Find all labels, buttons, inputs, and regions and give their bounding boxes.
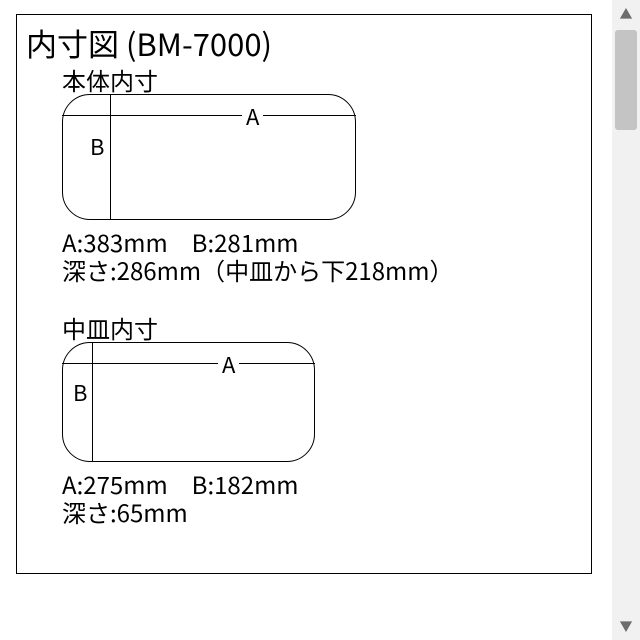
- body-b-marker: B: [88, 130, 106, 162]
- body-dimensions-depth: 深さ:286mm（中皿から下218mm）: [62, 252, 454, 287]
- vertical-scrollbar[interactable]: ▲ ▼: [612, 0, 640, 640]
- tray-outline-rect: [62, 342, 315, 462]
- body-a-marker: A: [242, 100, 263, 132]
- page-title: 内寸図 (BM-7000): [26, 20, 272, 65]
- tray-section-label: 中皿内寸: [62, 310, 158, 345]
- scroll-up-arrow-icon[interactable]: ▲: [612, 0, 640, 28]
- tray-b-dimension-line: [92, 342, 93, 462]
- body-b-dimension-line: [110, 94, 111, 220]
- scrollbar-thumb[interactable]: [615, 30, 637, 130]
- body-a-dimension-line: [62, 115, 356, 116]
- scroll-down-arrow-icon[interactable]: ▼: [612, 612, 640, 640]
- body-section-label: 本体内寸: [62, 62, 158, 97]
- tray-b-marker: B: [71, 376, 89, 408]
- canvas: 内寸図 (BM-7000) 本体内寸 A B A:383mm B:281mm 深…: [0, 0, 640, 640]
- tray-a-dimension-line: [62, 363, 315, 364]
- tray-dimensions-depth: 深さ:65mm: [62, 494, 188, 529]
- tray-a-marker: A: [218, 348, 239, 380]
